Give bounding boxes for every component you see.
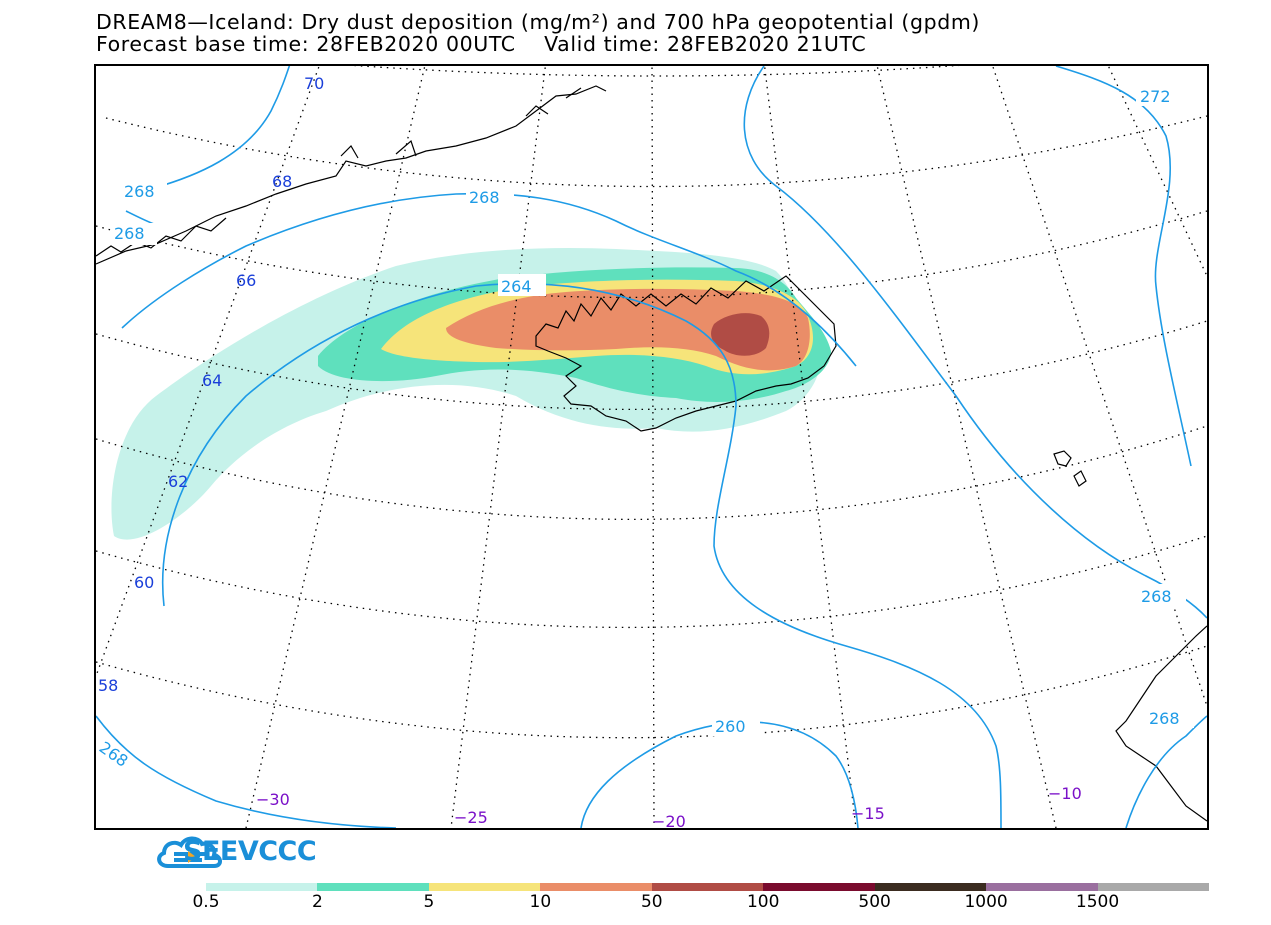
parallel-58 — [96, 645, 1207, 739]
colorbar-tick-label: 5 — [423, 892, 435, 912]
contour-268-east — [743, 66, 1207, 619]
graticule — [96, 66, 1207, 828]
colorbar-segment — [874, 883, 987, 891]
contour-268-northwest — [153, 66, 291, 189]
contour-268-southeast — [1125, 715, 1207, 828]
meridian-5 — [991, 66, 1207, 707]
parallel-60 — [96, 535, 1207, 629]
map-subtitle: Forecast base time: 28FEB2020 00UTC Vali… — [96, 32, 867, 56]
meridian-15 — [763, 66, 857, 828]
colorbar-segment — [763, 883, 875, 891]
colorbar-tick-label: 1500 — [1075, 892, 1120, 912]
lon-label-30: −30 — [256, 790, 290, 809]
contour-label: 260 — [715, 717, 746, 736]
faroe-islands — [1053, 450, 1087, 487]
colorbar-tick-label: 1000 — [964, 892, 1008, 912]
contour-264 — [161, 282, 1002, 828]
colorbar-tick-label: 2 — [312, 892, 323, 912]
colorbar-segment — [986, 883, 1098, 891]
dust-band-50 — [711, 313, 770, 356]
contour-label: 264 — [501, 277, 532, 296]
meridian-0 — [1107, 66, 1207, 277]
colorbar-tick-label: 100 — [746, 892, 780, 912]
colorbar-segment — [1097, 883, 1209, 891]
dust-field — [111, 247, 831, 540]
meridian-10 — [876, 66, 1057, 828]
lon-label-15: −15 — [851, 804, 885, 823]
logo-text: SEEVCCC — [183, 836, 317, 867]
contour-268-west — [121, 192, 857, 367]
cloud-icon — [157, 836, 222, 868]
contour-label: 268 — [469, 188, 500, 207]
coastlines — [96, 85, 1207, 822]
lat-label-60: 60 — [134, 573, 154, 592]
lat-label-70: 70 — [304, 74, 324, 93]
contour-labels: 272 268 268 268 264 268 268 260 268 268 — [96, 84, 1194, 771]
contour-label: 268 — [1149, 709, 1180, 728]
colorbar-segment — [428, 883, 541, 891]
colorbar-segment — [206, 883, 318, 891]
parallel-70 — [352, 66, 960, 77]
colorbar-tick-label: 50 — [640, 892, 663, 912]
contour-268-nw2 — [125, 210, 155, 225]
longitude-labels: −30 −25 −20 −15 −10 — [256, 784, 1082, 828]
greenland-coast — [96, 85, 607, 265]
lat-label-68: 68 — [272, 172, 292, 191]
colorbar-segment — [651, 883, 764, 891]
meridian-30 — [245, 66, 426, 828]
lat-label-66: 66 — [236, 271, 256, 290]
contour-label: 268 — [124, 182, 155, 201]
colorbar-tick-label: 500 — [858, 892, 891, 912]
colorbar-segment — [317, 883, 429, 891]
contour-label: 272 — [1140, 87, 1171, 106]
geopotential-contours — [96, 66, 1207, 828]
latitude-labels: 70 68 66 64 62 60 58 — [98, 74, 324, 695]
contour-label: 268 — [1141, 587, 1172, 606]
parallel-64 — [96, 320, 1207, 410]
colorbar-tick-label: 0.5 — [192, 892, 220, 912]
colorbar-labels: 0.5 2 5 10 50 100 500 1000 1500 — [0, 892, 1271, 914]
lat-label-58: 58 — [98, 676, 118, 695]
map-title: DREAM8—Iceland: Dry dust deposition (mg/… — [96, 10, 980, 34]
colorbar-segment — [540, 883, 652, 891]
meridian-20 — [651, 66, 655, 828]
contour-268-southwest — [96, 715, 397, 828]
colorbar-tick-label: 10 — [529, 892, 552, 912]
lat-label-64: 64 — [202, 371, 222, 390]
dust-band-10 — [446, 288, 810, 371]
parallel-62 — [96, 425, 1207, 520]
map-panel: 272 268 268 268 264 268 268 260 268 268 … — [94, 64, 1209, 830]
greenland-coast-detail — [96, 87, 582, 257]
norway-coast — [1115, 625, 1207, 822]
map-canvas: 272 268 268 268 264 268 268 260 268 268 … — [96, 66, 1207, 828]
lat-label-62: 62 — [168, 472, 188, 491]
contour-272 — [1055, 66, 1192, 467]
contour-label: 268 — [114, 224, 145, 243]
lon-label-10: −10 — [1048, 784, 1082, 803]
contour-label: 268 — [96, 738, 132, 771]
iceland-coast — [535, 275, 837, 432]
lon-label-20: −20 — [652, 812, 686, 828]
meridian-25 — [450, 66, 547, 828]
lon-label-25: −25 — [454, 808, 488, 827]
colorbar — [206, 883, 1209, 891]
